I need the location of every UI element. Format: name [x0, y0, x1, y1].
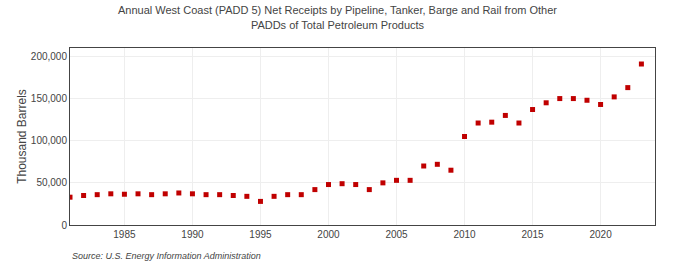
svg-text:2005: 2005	[385, 229, 408, 240]
svg-text:2015: 2015	[521, 229, 544, 240]
svg-text:2020: 2020	[589, 229, 612, 240]
svg-text:1990: 1990	[181, 229, 204, 240]
svg-text:100,000: 100,000	[31, 135, 68, 146]
svg-text:Annual West Coast (PADD 5) Net: Annual West Coast (PADD 5) Net Receipts …	[118, 4, 557, 30]
svg-text:Thousand Barrels: Thousand Barrels	[15, 89, 29, 184]
svg-text:1985: 1985	[113, 229, 136, 240]
svg-text:1995: 1995	[249, 229, 272, 240]
svg-text:0: 0	[61, 220, 67, 231]
svg-text:2010: 2010	[453, 229, 476, 240]
svg-text:2000: 2000	[317, 229, 340, 240]
svg-text:200,000: 200,000	[31, 51, 68, 62]
svg-text:150,000: 150,000	[31, 93, 68, 104]
svg-text:50,000: 50,000	[36, 177, 67, 188]
svg-text:Source: U.S. Energy Informatio: Source: U.S. Energy Information Administ…	[72, 251, 261, 261]
